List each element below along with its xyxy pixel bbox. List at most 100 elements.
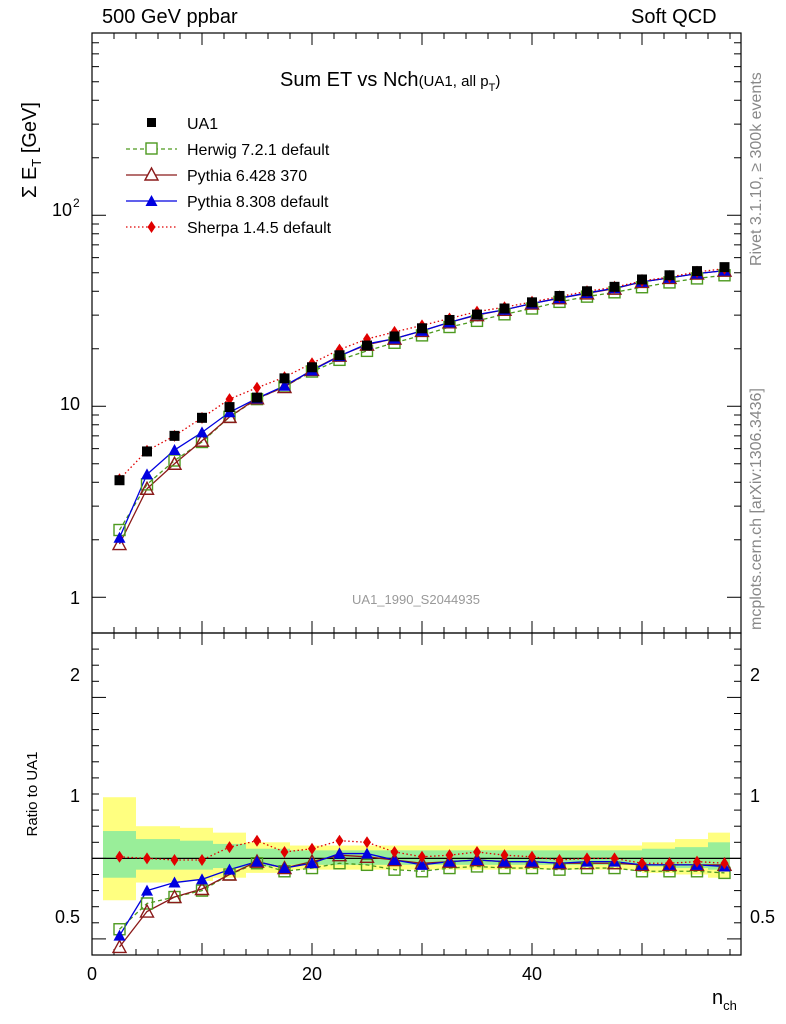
series-0-main-point-17 xyxy=(582,286,592,297)
series-0-main-point-2 xyxy=(169,430,180,441)
chart-title: Sum ET vs Nch(UA1, all pT) xyxy=(280,69,500,94)
ratio-uncertainty-bands xyxy=(103,797,730,901)
series-2-ratio-point-13 xyxy=(469,852,485,867)
series-2-main-point-0 xyxy=(111,536,128,551)
series-2-main-point-2 xyxy=(166,455,183,470)
series-3-main-point-0 xyxy=(113,531,126,543)
series-3-ratio-point-1 xyxy=(141,884,153,896)
side-label-rivet: Rivet 3.1.10, ≥ 300k events xyxy=(748,72,765,266)
y-tick-label-1: 1 xyxy=(70,588,80,608)
series-0-main-point-16 xyxy=(554,290,565,301)
series-0-main-point-1 xyxy=(142,446,152,457)
series-3-ratio-point-5 xyxy=(251,855,263,867)
series-2-ratio-point-21 xyxy=(689,856,705,872)
series-2-main-point-1 xyxy=(139,480,155,495)
series-0-main-point-18 xyxy=(609,281,620,292)
series-0-main-point-10 xyxy=(389,331,400,342)
series-0-main-point-8 xyxy=(334,350,345,361)
series-2-ratio-point-15 xyxy=(524,853,540,868)
series-3-ratio-point-8 xyxy=(333,847,346,859)
series-0-main-point-11 xyxy=(417,323,427,334)
ratio-tick-label-right-2: 2 xyxy=(750,665,760,685)
series-4-ratio-point-15 xyxy=(528,850,536,863)
series-1-main-line xyxy=(118,274,725,531)
ratio-plot-frame xyxy=(91,632,742,956)
series-0-main-point-13 xyxy=(472,309,482,320)
series-4-ratio-point-18 xyxy=(610,852,619,865)
series-4-ratio-point-3 xyxy=(198,854,206,867)
series-4-ratio-point-0 xyxy=(115,850,124,863)
header-energy-label: 500 GeV ppbar xyxy=(102,6,238,28)
series-4-ratio-point-1 xyxy=(143,852,151,865)
series-2-ratio-point-0 xyxy=(111,938,128,954)
series-3-main-point-6 xyxy=(278,379,291,391)
ratio-band-inner-1 xyxy=(136,839,180,870)
series-4-main-point-5 xyxy=(253,381,261,394)
series-4-ratio-point-11 xyxy=(418,850,426,863)
side-label-mcplots: mcplots.cern.ch [arXiv:1306.3436] xyxy=(748,388,765,630)
legend-marker-pythia6 xyxy=(143,166,160,181)
ratio-band-inner-2 xyxy=(180,840,213,870)
series-3-main-point-2 xyxy=(168,444,181,456)
series-4-ratio-point-2 xyxy=(170,854,179,867)
ratio-tick-label-1: 1 xyxy=(70,786,80,806)
legend-entry-ua1: UA1 xyxy=(147,116,218,133)
series-4-ratio-point-22 xyxy=(720,857,729,870)
legend-label-herwig: Herwig 7.2.1 default xyxy=(187,142,330,159)
series-3-ratio-point-9 xyxy=(361,847,373,859)
legend: UA1 Herwig 7.2.1 default Pythia 6.428 37… xyxy=(126,116,332,237)
legend-marker-sherpa xyxy=(147,221,156,233)
legend-marker-pythia8 xyxy=(145,195,158,206)
series-1-ratio-point-1 xyxy=(140,897,154,910)
legend-entry-pythia8: Pythia 8.308 default xyxy=(126,194,329,211)
ratio-tick-label-right-1: 1 xyxy=(750,786,760,806)
series-4-ratio-point-6 xyxy=(280,845,289,858)
series-4-ratio-point-14 xyxy=(500,849,509,862)
series-4-ratio-point-16 xyxy=(555,854,564,867)
series-2-main-point-3 xyxy=(194,432,210,447)
series-0-main-point-4 xyxy=(224,402,235,413)
series-2-ratio-point-1 xyxy=(139,903,155,918)
series-4-ratio-point-8 xyxy=(335,834,344,847)
series-2-ratio-point-2 xyxy=(166,889,183,904)
series-0-main-point-21 xyxy=(692,266,702,277)
series-3-ratio-point-2 xyxy=(168,876,181,888)
legend-label-pythia8: Pythia 8.308 default xyxy=(187,194,329,211)
series-markers xyxy=(111,262,733,954)
series-4-ratio-point-9 xyxy=(363,836,371,849)
y-axis-label-main: Σ ET [GeV] xyxy=(19,102,44,198)
series-3-ratio-point-3 xyxy=(196,873,208,885)
series-3-main-line xyxy=(118,269,725,538)
series-0-main-point-19 xyxy=(637,274,647,285)
ratio-tick-label-0.5: 0.5 xyxy=(55,907,80,927)
series-2-ratio-point-10 xyxy=(386,852,403,867)
series-2-main-line xyxy=(118,269,725,545)
series-2-ratio-point-14 xyxy=(496,853,513,868)
series-2-ratio-point-3 xyxy=(194,881,210,896)
series-0-main-point-3 xyxy=(197,412,207,423)
legend-label-sherpa: Sherpa 1.4.5 default xyxy=(187,220,332,237)
x-tick-label-40: 40 xyxy=(522,964,542,984)
series-3-ratio-point-0 xyxy=(113,929,126,941)
series-3-main-point-3 xyxy=(196,426,208,438)
y-tick-label-100: 10 xyxy=(52,200,72,220)
series-4-ratio-point-21 xyxy=(693,855,701,868)
series-3-ratio-point-10 xyxy=(388,854,401,866)
series-4-main-line xyxy=(119,268,725,480)
series-0-main-point-0 xyxy=(114,475,125,486)
ratio-tick-label-2: 2 xyxy=(70,665,80,685)
x-axis-label: nch xyxy=(712,987,737,1013)
legend-entry-herwig: Herwig 7.2.1 default xyxy=(126,142,330,159)
y-tick-label-10: 10 xyxy=(60,394,80,414)
ratio-tick-label-right-0.5: 0.5 xyxy=(750,907,775,927)
series-4-ratio-point-5 xyxy=(253,834,261,847)
series-4-ratio-point-7 xyxy=(308,842,316,855)
series-2-ratio-point-12 xyxy=(441,853,458,868)
series-0-main-point-7 xyxy=(307,362,317,373)
x-tick-label-20: 20 xyxy=(302,964,322,984)
series-1-ratio-point-3 xyxy=(195,884,209,897)
header-process-label: Soft QCD xyxy=(631,6,717,28)
series-0-main-point-20 xyxy=(664,270,675,281)
series-0-main-point-5 xyxy=(252,392,262,403)
series-4-ratio-point-12 xyxy=(445,849,454,862)
